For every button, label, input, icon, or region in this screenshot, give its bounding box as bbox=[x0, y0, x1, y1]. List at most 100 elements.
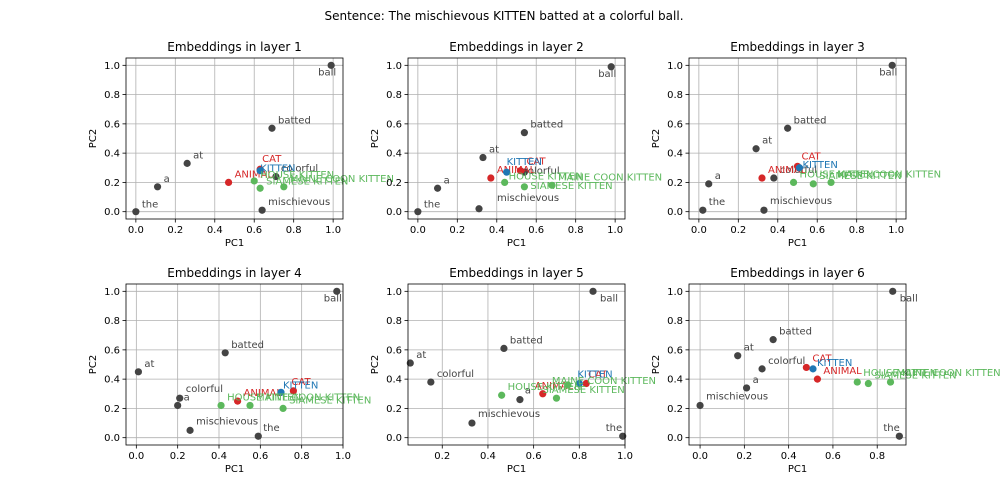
point-label: batted bbox=[510, 335, 543, 346]
point-a bbox=[742, 384, 751, 392]
y-tick-label: 0.4 bbox=[386, 149, 402, 160]
point-at bbox=[752, 145, 760, 153]
subplot-title: Embeddings in layer 1 bbox=[167, 40, 301, 54]
point-label: mischievous bbox=[268, 197, 330, 208]
point-label: KITTEN bbox=[802, 160, 837, 171]
axes-frame bbox=[407, 57, 626, 220]
plot-area bbox=[408, 58, 625, 219]
point-label: KITTEN bbox=[577, 370, 612, 381]
y-tick-label: 0.8 bbox=[667, 316, 683, 327]
point-siamese-kitten bbox=[520, 183, 528, 191]
point-at bbox=[134, 368, 142, 376]
point-label: at bbox=[489, 145, 499, 156]
y-tick-label: 0.2 bbox=[667, 178, 683, 189]
axes-frame bbox=[688, 283, 907, 446]
x-tick-label: 0.6 bbox=[825, 451, 841, 462]
y-tick-label: 0.2 bbox=[104, 178, 120, 189]
point-label: colorful bbox=[768, 356, 805, 367]
x-tick-label: 0.4 bbox=[480, 451, 496, 462]
axes-frame bbox=[407, 283, 626, 446]
y-tick-label: 1.0 bbox=[386, 61, 402, 72]
point-maine-coon-kitten bbox=[246, 401, 254, 410]
point-label: at bbox=[144, 359, 154, 370]
point-siamese-kitten bbox=[809, 180, 817, 188]
y-tick-label: 0.6 bbox=[386, 119, 402, 130]
point-animal bbox=[539, 390, 547, 398]
point-label: KITTEN bbox=[260, 164, 295, 175]
point-the bbox=[895, 432, 903, 440]
y-axis-label: PC2 bbox=[651, 355, 662, 374]
x-tick-label: 1.0 bbox=[335, 451, 351, 462]
point-label: SIAMESE KITTEN bbox=[530, 181, 612, 192]
point-label: ball bbox=[318, 67, 336, 78]
point-label: KITTEN bbox=[817, 358, 852, 369]
point-animal bbox=[813, 375, 822, 383]
subplot-3: 0.0 0.2 0.4 0.6 0.8 1.0 0.0 0.2 0.4 0.6 0.8 1.0 the a… bbox=[651, 40, 941, 249]
point-label: SIAMESE KITTEN bbox=[266, 176, 348, 187]
point-batted bbox=[784, 124, 792, 132]
point-siamese-kitten bbox=[552, 394, 561, 402]
x-tick-label: 0.0 bbox=[691, 225, 707, 236]
point-a bbox=[516, 396, 524, 404]
point-batted bbox=[500, 344, 508, 352]
point-mischievous bbox=[468, 419, 476, 427]
y-tick-label: 0.8 bbox=[386, 90, 402, 101]
y-tick-label: 0.8 bbox=[104, 316, 120, 327]
y-axis-label: PC2 bbox=[88, 129, 99, 148]
point-label: SIAMESE KITTEN bbox=[289, 395, 371, 406]
point-label: mischievous bbox=[497, 193, 559, 204]
point-label: mischievous bbox=[196, 416, 258, 427]
subplot-title: Embeddings in layer 6 bbox=[730, 266, 864, 280]
point-ball bbox=[327, 61, 335, 69]
point-label: mischievous bbox=[706, 391, 768, 402]
point-label: KITTEN bbox=[507, 157, 542, 168]
y-tick-label: 0.2 bbox=[386, 178, 402, 189]
x-tick-label: 0.8 bbox=[869, 451, 885, 462]
x-tick-label: 0.2 bbox=[170, 451, 186, 462]
point-label: colorful bbox=[281, 164, 318, 175]
point-label: batted bbox=[278, 115, 311, 126]
point-label: at bbox=[744, 343, 754, 354]
subplot-5: 0.2 0.4 0.6 0.8 1.0 0.0 0.2 0.4 0.6 0.8 1.0 at batte… bbox=[370, 266, 656, 475]
y-tick-label: 0.0 bbox=[104, 207, 120, 218]
point-label: MAINE COON KITTEN bbox=[256, 392, 360, 403]
x-tick-label: 0.6 bbox=[526, 451, 542, 462]
point-label: at bbox=[416, 350, 426, 361]
point-label: CAT bbox=[588, 370, 608, 381]
y-tick-label: 0.8 bbox=[386, 316, 402, 327]
point-colorful bbox=[272, 172, 280, 181]
point-the bbox=[699, 206, 707, 214]
y-axis-label: PC2 bbox=[370, 129, 381, 148]
point-mischievous bbox=[760, 206, 768, 214]
plot-area bbox=[126, 284, 343, 445]
point-label: CAT bbox=[291, 377, 311, 388]
point-label: ANIMAL bbox=[535, 381, 574, 392]
point-ball bbox=[333, 287, 341, 295]
x-tick-label: 0.4 bbox=[770, 225, 786, 236]
point-the bbox=[132, 208, 140, 216]
point-label: SIAMESE KITTEN bbox=[542, 385, 624, 396]
x-tick-label: 0.6 bbox=[252, 451, 268, 462]
point-label: MAINE COON KITTEN bbox=[558, 172, 662, 183]
point-house-kitten bbox=[501, 178, 509, 187]
point-label: the bbox=[606, 423, 622, 434]
plot-area bbox=[689, 284, 906, 445]
point-label: batted bbox=[779, 327, 812, 338]
point-kitten bbox=[575, 379, 583, 388]
point-kitten bbox=[277, 388, 285, 396]
point-a bbox=[153, 183, 162, 191]
axes-frame bbox=[125, 283, 344, 446]
point-label: HOUSE KITTEN bbox=[260, 170, 334, 181]
y-tick-label: 0.4 bbox=[667, 149, 683, 160]
point-label: HOUSE KITTEN bbox=[227, 392, 301, 403]
point-kitten bbox=[795, 164, 804, 172]
point-house-kitten bbox=[853, 378, 861, 386]
point-batted bbox=[769, 336, 777, 344]
point-label: ball bbox=[879, 67, 897, 78]
x-tick-label: 0.0 bbox=[692, 451, 708, 462]
y-tick-label: 0.0 bbox=[386, 207, 402, 218]
point-label: CAT bbox=[262, 154, 282, 165]
x-tick-label: 0.6 bbox=[809, 225, 825, 236]
point-batted bbox=[520, 129, 528, 137]
x-tick-label: 0.0 bbox=[128, 451, 144, 462]
